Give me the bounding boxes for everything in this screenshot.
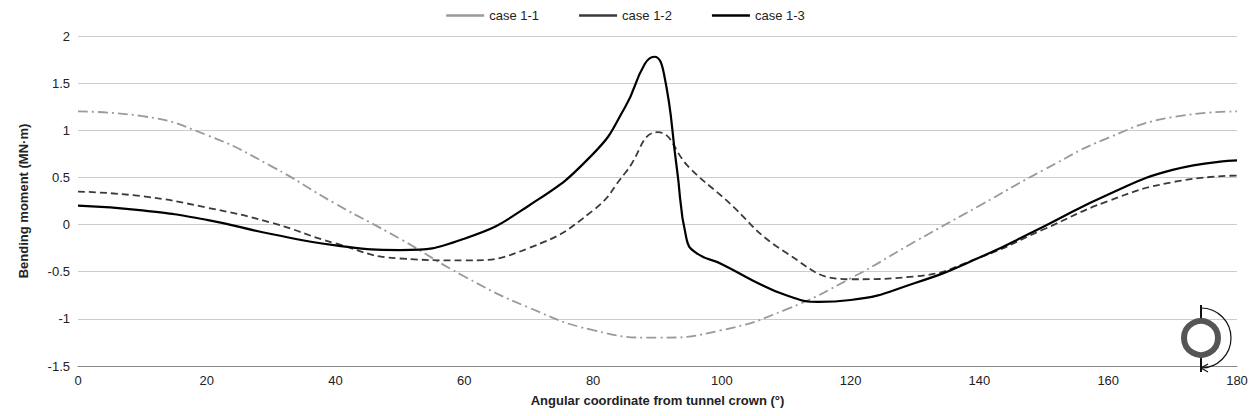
svg-text:60: 60 [457, 373, 471, 388]
svg-text:0: 0 [74, 373, 81, 388]
svg-text:160: 160 [1097, 373, 1119, 388]
svg-text:120: 120 [840, 373, 862, 388]
svg-text:180: 180 [1226, 373, 1248, 388]
svg-text:2: 2 [63, 29, 70, 44]
svg-text:case 1-2: case 1-2 [622, 8, 672, 23]
svg-text:0.5: 0.5 [52, 170, 70, 185]
svg-text:-1.5: -1.5 [48, 359, 70, 374]
svg-text:100: 100 [711, 373, 733, 388]
svg-text:1.5: 1.5 [52, 76, 70, 91]
svg-text:-1: -1 [58, 311, 70, 326]
svg-text:40: 40 [328, 373, 342, 388]
svg-text:1: 1 [63, 123, 70, 138]
svg-text:-0.5: -0.5 [48, 264, 70, 279]
svg-text:140: 140 [969, 373, 991, 388]
svg-text:80: 80 [586, 373, 600, 388]
svg-text:20: 20 [200, 373, 214, 388]
svg-text:0: 0 [63, 217, 70, 232]
svg-text:case 1-1: case 1-1 [489, 8, 539, 23]
svg-text:case 1-3: case 1-3 [755, 8, 805, 23]
svg-text:Angular coordinate from tunnel: Angular coordinate from tunnel crown (°) [531, 393, 785, 408]
svg-text:Bending moment (MN·m): Bending moment (MN·m) [16, 124, 31, 279]
